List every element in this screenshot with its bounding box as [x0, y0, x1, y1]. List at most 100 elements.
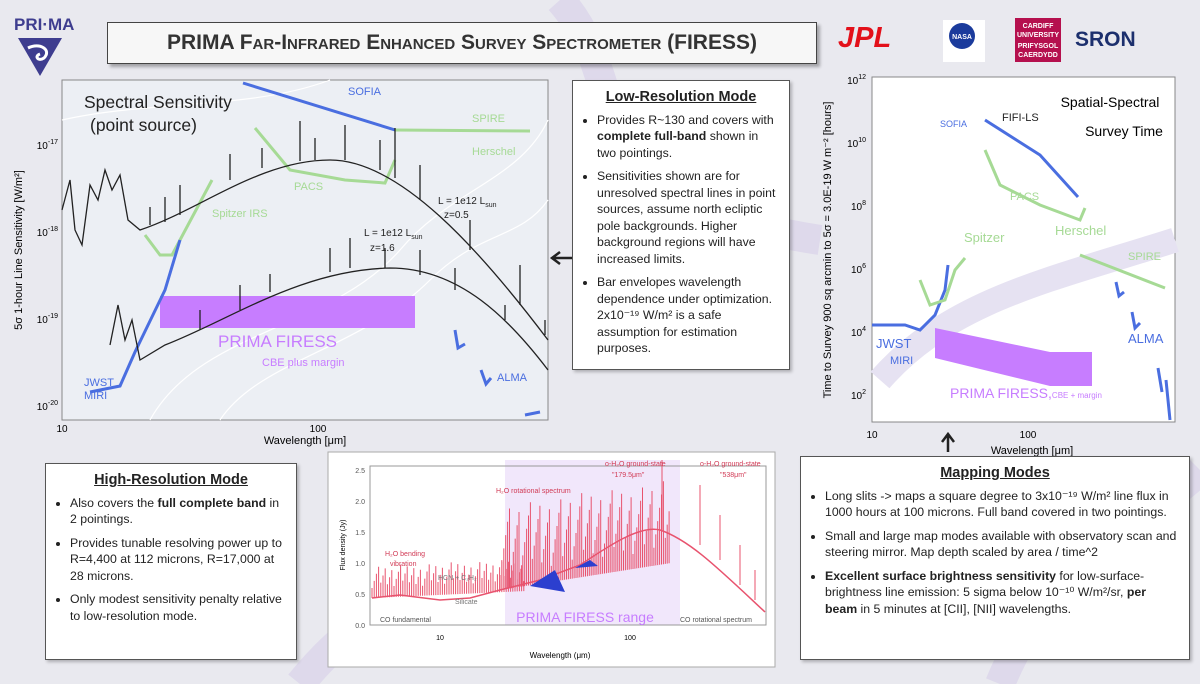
plot-frame: [369, 465, 767, 626]
y-tick-label: 1.0: [355, 561, 365, 568]
g: [89, 81, 541, 417]
pacs-curve: [253, 127, 397, 185]
chart-title: Spectral Sensitivity: [84, 92, 232, 112]
prima-region: [935, 328, 1092, 386]
annotation: PRIMA FIRESS range: [516, 609, 654, 625]
bullet-list: Provides R~130 and covers with complete …: [583, 112, 779, 357]
annotation: MIRI: [84, 390, 107, 402]
contours: [61, 79, 549, 421]
x-axis-label: Wavelength [μm]: [991, 445, 1073, 457]
plot-area: [61, 79, 549, 421]
y-tick-label: 108: [851, 200, 866, 213]
low-res-box: Low-Resolution Mode Provides R~130 and c…: [572, 80, 790, 370]
y-tick-label: 0.5: [355, 592, 365, 599]
annotation: JWST: [84, 377, 114, 389]
x-tick-label: 10: [56, 424, 68, 435]
annotation: z=0.5: [444, 210, 469, 221]
bullet-list: Long slits -> maps a square degree to 3x…: [811, 488, 1179, 618]
tick-base: 10: [851, 202, 863, 213]
high-res-box: High-Resolution Mode Also covers the ful…: [45, 463, 297, 660]
annotation: L = 1e12 Lsun: [364, 228, 423, 241]
tick-base: 10: [851, 328, 863, 339]
annotation: Spitzer IRS: [212, 208, 268, 220]
mapping-box: Mapping Modes Long slits -> maps a squar…: [800, 456, 1190, 660]
tick-exponent: -18: [48, 226, 58, 233]
prima-range: [505, 460, 680, 625]
spectral-lines: [371, 460, 756, 600]
text: complete full-band: [597, 129, 707, 143]
tick-exponent: -17: [48, 139, 58, 146]
line-spikes: [149, 121, 546, 335]
label-part: PRIMA FIRESS,: [950, 385, 1052, 401]
cardiff-text: CARDIFF: [1023, 23, 1054, 30]
absorption: [530, 560, 598, 592]
logo-swirl: [27, 44, 49, 61]
bullet: Provides tunable resolving power up to R…: [70, 535, 286, 585]
annotation: SPIRE: [472, 113, 505, 125]
annotation: ALMA: [1128, 331, 1164, 346]
g: [61, 121, 549, 371]
annotation: Herschel: [1055, 223, 1106, 238]
y-tick-label: 10-19: [37, 313, 58, 326]
alma-marks: [1114, 281, 1172, 421]
y-tick-label: 10-17: [37, 139, 58, 152]
y-tick-label: 2.0: [355, 499, 365, 506]
tick-exponent: 6: [862, 263, 866, 270]
prima-bar: [160, 296, 415, 328]
y-tick-label: 10-18: [37, 226, 58, 239]
annotation: Spitzer: [964, 230, 1005, 245]
annotation: Silicate: [455, 599, 478, 606]
y-tick-label: 10-20: [37, 400, 58, 413]
text: per beam: [825, 585, 1147, 616]
pacs-curve: [983, 149, 1087, 222]
model-curve: [61, 159, 549, 341]
annotation: o-H₂O ground-state: [700, 461, 761, 468]
label-part: L = 1e12 L: [364, 228, 412, 239]
x-tick-label: 10: [436, 635, 444, 642]
contour: [61, 79, 331, 121]
tick-base: 10: [851, 391, 863, 402]
arrow: [549, 251, 572, 265]
annotation: PACS: [1010, 191, 1039, 203]
chart-title: Survey Time: [1085, 123, 1163, 139]
contour: [219, 199, 549, 421]
tick-exponent: -20: [48, 400, 58, 407]
tick-base: 10: [851, 265, 863, 276]
tick-base: 10: [37, 402, 49, 413]
g: H₂O bending vibration HCN + C₂H₂ Silicat…: [380, 461, 761, 624]
bullet: Small and large map modes available with…: [825, 528, 1179, 561]
y-tick-label: 1.5: [355, 530, 365, 537]
bullet: Excellent surface brightness sensitivity…: [825, 568, 1179, 618]
g: SOFIA JWST MIRI ALMA: [84, 86, 528, 402]
y-tick-label: 106: [851, 263, 866, 276]
y-tick-label: 1012: [847, 74, 866, 87]
cardiff-logo: [1015, 18, 1061, 62]
g: SOFIA FIFI-LS PACS Spitzer Herschel SPIR…: [876, 112, 1164, 401]
annotation: z=1.6: [370, 243, 395, 254]
g: SPIRE Herschel PACS Spitzer IRS: [212, 113, 515, 220]
g: 2.5 2.0 1.5 1.0 0.5 0.0: [355, 468, 365, 630]
logo-triangle: [18, 38, 62, 76]
label-part: L = 1e12 L: [438, 196, 486, 207]
spitzer-curve: [143, 179, 214, 257]
y-tick-label: 0.0: [355, 623, 365, 630]
tick-exponent: 4: [862, 326, 866, 333]
g: CARDIFF UNIVERSITY PRIFYSGOL CAERDYDD: [1017, 23, 1059, 59]
arrow: [941, 431, 955, 452]
box-title: Mapping Modes: [940, 465, 1050, 481]
cardiff-text: PRIFYSGOL: [1018, 43, 1059, 50]
swirl: [870, 228, 1179, 389]
tick-base: 10: [847, 76, 859, 87]
slide-title: PRIMA Far-Infrared Enhanced Survey Spect…: [107, 22, 817, 64]
annotation: L = 1e12 Lsun: [438, 196, 497, 209]
bullet: Provides R~130 and covers with complete …: [597, 112, 779, 162]
x-tick-label: 100: [624, 635, 636, 642]
annotation: H₂O rotational spectrum: [496, 488, 571, 495]
tick-base: 10: [847, 139, 859, 150]
tick-base: 10: [37, 141, 49, 152]
label-part: CBE + margin: [1052, 391, 1102, 400]
